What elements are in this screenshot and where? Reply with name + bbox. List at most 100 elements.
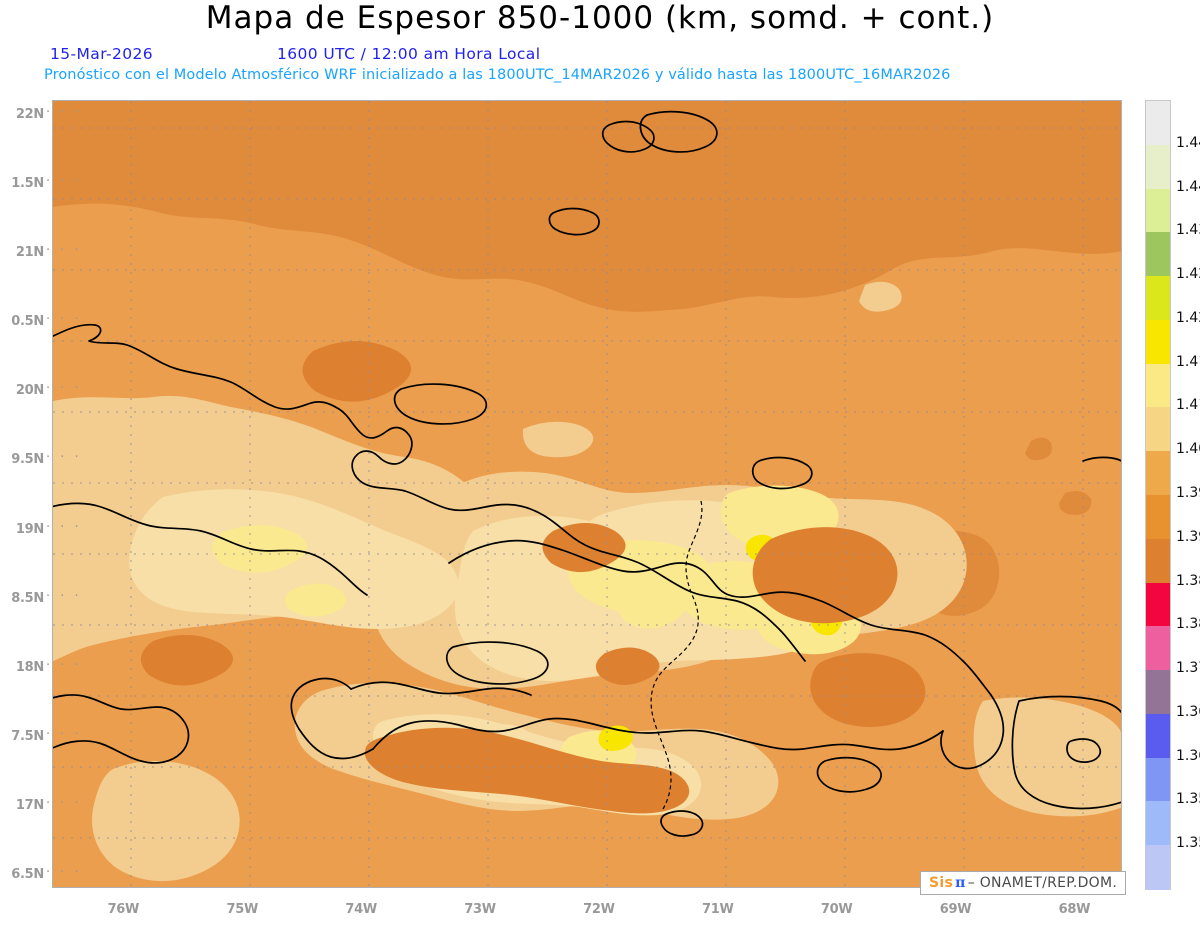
contour-1392-haiti-a — [364, 727, 690, 814]
coast-puertorico — [1011, 695, 1121, 810]
colorbar-tick-label: 1.44 — [1176, 178, 1200, 195]
colorbar-tick-label: 1.422 — [1176, 309, 1200, 326]
contour-1392-cuba-a — [302, 341, 412, 402]
lat-tick-dots: · · · — [46, 312, 82, 328]
coast-haiti-nw — [350, 681, 532, 696]
coast-hispaniola-north — [448, 539, 992, 696]
coast-bahamas-a — [548, 207, 600, 236]
model-description-label: Pronóstico con el Modelo Atmosférico WRF… — [44, 67, 951, 83]
lat-tick-dots: · · · — [46, 173, 82, 189]
colorbar[interactable] — [1145, 100, 1171, 890]
watermark-sis-text: Sis — [929, 874, 954, 891]
lat-tick-dots: · · · — [46, 865, 82, 881]
lat-tick-label: 9.5N — [11, 452, 44, 468]
colorbar-tick-label: 1.392 — [1176, 528, 1200, 545]
valid-date-label: 15-Mar-2026 — [50, 45, 154, 63]
coast-tortue — [393, 383, 488, 425]
lat-tick-label: 0.5N — [11, 314, 44, 330]
contour-1392-cuba-b — [140, 634, 233, 686]
lon-tick-label: 74W — [345, 902, 377, 917]
coast-isl-small-d — [1082, 456, 1121, 462]
colorbar-band — [1146, 363, 1170, 409]
coast-gonave — [445, 641, 549, 685]
colorbar-tick-label: 1.35 — [1176, 835, 1200, 852]
colorbar-tick-label: 1.374 — [1176, 660, 1200, 677]
lon-tick-label: 76W — [107, 902, 140, 917]
lat-tick-label: 17N — [15, 798, 44, 814]
coast-cuba — [53, 323, 806, 662]
coast-isl-small-a — [751, 456, 813, 490]
lon-tick-label: 70W — [820, 902, 853, 917]
contour-1392-hisp-a — [752, 527, 898, 624]
contour-1392-speck-b — [867, 136, 904, 160]
colorbar-band — [1146, 801, 1170, 846]
map-header: Mapa de Espesor 850-1000 (km, somd. + co… — [0, 0, 1200, 95]
colorbar-tick-label: 1.368 — [1176, 703, 1200, 720]
colorbar-band — [1146, 845, 1170, 890]
coastlines — [53, 110, 1121, 837]
colorbar-band — [1146, 319, 1170, 365]
colorbar-band — [1146, 495, 1170, 540]
onamet-watermark: Sis π – ONAMET/REP.DOM. — [920, 871, 1127, 895]
lon-tick-label: 71W — [702, 902, 734, 917]
contour-1404-isl-i — [859, 281, 902, 312]
colorbar-tick-label: 1.386 — [1176, 572, 1200, 589]
contour-1392-hisp-d — [595, 647, 660, 685]
lat-tick-dots: · · · — [46, 450, 82, 466]
lat-tick-dots: · · · — [46, 796, 82, 812]
map-gridlines — [53, 101, 1121, 887]
lat-tick-label: 7.5N — [11, 728, 44, 744]
lat-tick-dots: · · · — [46, 243, 82, 259]
lat-tick-dots: · · · — [46, 657, 82, 673]
colorbar-band — [1146, 101, 1170, 146]
watermark-pi-icon: π — [955, 874, 966, 891]
watermark-agency-text: – ONAMET/REP.DOM. — [967, 874, 1118, 891]
coast-hispaniola-south — [372, 717, 944, 751]
contour-1416-cuba-t — [284, 583, 347, 617]
colorbar-band — [1146, 582, 1170, 627]
lon-tick-label: 69W — [939, 902, 972, 917]
lat-tick-dots: · · · — [46, 104, 82, 120]
contour-1392-speck-c — [929, 140, 954, 158]
colorbar-band — [1146, 232, 1170, 277]
lat-tick-dots: · · · — [46, 381, 82, 397]
colorbar-tick-label: 1.356 — [1176, 791, 1200, 808]
lat-tick-label: 22N — [15, 106, 44, 122]
colorbar-tick-label: 1.38 — [1176, 616, 1200, 633]
coast-bahamas-b — [601, 120, 655, 153]
coast-isl-small-e — [1066, 738, 1102, 763]
coast-bahamas-c — [639, 110, 718, 153]
lon-tick-label: 72W — [583, 902, 615, 917]
contour-1404-pr — [973, 697, 1121, 817]
lat-tick-label: 20N — [15, 383, 44, 399]
border-haiti-dr — [650, 500, 703, 810]
contour-1392-hisp-b — [810, 653, 926, 727]
contour-1416-cc-e — [618, 588, 685, 629]
coast-isl-small-b — [816, 756, 882, 793]
colorbar-band — [1146, 144, 1170, 190]
lat-tick-label: 19N — [15, 521, 44, 537]
contour-1392-isl-e — [1025, 437, 1052, 461]
thickness-map-canvas[interactable] — [52, 100, 1122, 888]
lat-tick-dots: · · · — [46, 588, 82, 604]
coast-jamaica — [53, 694, 190, 764]
colorbar-tick-label: 1.428 — [1176, 266, 1200, 283]
lat-tick-dots: · · · — [46, 726, 82, 742]
colorbar-tick-label: 1.416 — [1176, 353, 1200, 370]
colorbar-band — [1146, 276, 1170, 321]
coast-isl-small-c — [660, 810, 704, 837]
colorbar-tick-label: 1.362 — [1176, 747, 1200, 764]
colorbar-band — [1146, 626, 1170, 671]
colorbar-tick-label: 1.434 — [1176, 222, 1200, 239]
colorbar-tick-label: 1.398 — [1176, 485, 1200, 501]
contour-1416-cuba-s — [212, 525, 308, 573]
colorbar-band — [1146, 757, 1170, 803]
coast-cuba-south — [53, 502, 368, 596]
lat-tick-label: 1.5N — [11, 175, 44, 191]
lat-tick-label: 18N — [15, 659, 44, 675]
coast-haiti-sw — [290, 677, 374, 760]
colorbar-tick-label: 1.404 — [1176, 441, 1200, 458]
colorbar-band — [1146, 188, 1170, 233]
coast-hispaniola-east — [940, 694, 1005, 770]
lon-tick-label: 75W — [226, 902, 258, 917]
